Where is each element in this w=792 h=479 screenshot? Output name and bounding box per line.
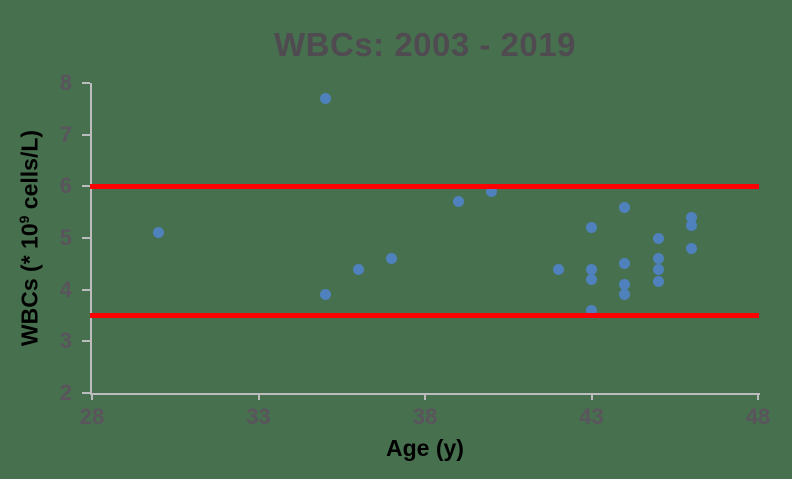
data-point <box>619 289 631 301</box>
data-point <box>586 304 597 316</box>
data-point <box>685 219 697 231</box>
x-axis-title: Age (y) <box>386 435 464 461</box>
y-tick-label: 8 <box>59 70 72 95</box>
x-tick <box>424 394 426 400</box>
x-tick-label: 48 <box>745 404 771 429</box>
data-point <box>352 263 364 275</box>
x-tick <box>91 394 93 400</box>
data-point <box>386 253 398 265</box>
y-tick-label: 3 <box>59 328 72 354</box>
data-point <box>452 196 464 208</box>
data-point <box>552 263 564 275</box>
reference-line-upper-limit <box>90 183 759 189</box>
x-tick <box>590 394 593 400</box>
y-tick-label: 7 <box>59 121 72 147</box>
data-point <box>586 273 597 285</box>
chart-title: WBCs: 2003 - 2019 <box>274 26 576 63</box>
y-tick <box>82 340 90 343</box>
data-point <box>586 222 597 234</box>
x-tick <box>257 394 260 400</box>
data-point <box>486 186 498 197</box>
y-axis-title-superscript: 9 <box>15 215 32 224</box>
data-point <box>685 242 697 254</box>
y-tick <box>82 185 90 188</box>
data-point <box>153 227 165 239</box>
x-tick-label: 33 <box>246 404 271 429</box>
data-point <box>319 93 331 104</box>
y-tick-label: 2 <box>59 380 72 405</box>
y-axis-line <box>90 83 92 395</box>
y-tick-label: 5 <box>59 225 72 250</box>
y-tick <box>82 288 90 291</box>
x-tick <box>757 394 759 400</box>
data-point <box>586 263 597 275</box>
data-point <box>619 279 631 290</box>
x-tick-label: 28 <box>79 404 105 429</box>
data-point <box>652 276 664 288</box>
data-point <box>319 289 331 301</box>
y-tick-label: 4 <box>59 276 72 302</box>
x-tick-label: 38 <box>412 404 438 429</box>
data-point <box>685 211 697 223</box>
data-point <box>619 201 631 213</box>
data-point <box>652 253 664 265</box>
y-tick <box>82 392 90 394</box>
y-tick <box>82 237 90 239</box>
y-tick-label: 6 <box>59 173 72 199</box>
data-point <box>652 263 664 275</box>
reference-line-lower-limit <box>90 313 759 318</box>
x-tick-label: 43 <box>579 404 604 429</box>
y-tick <box>82 133 90 136</box>
data-point <box>619 258 631 270</box>
plot-area: 2 3 4 5 6 7 8 28 33 38 43 48 <box>60 72 770 428</box>
data-point <box>652 232 664 244</box>
y-tick <box>82 82 90 84</box>
